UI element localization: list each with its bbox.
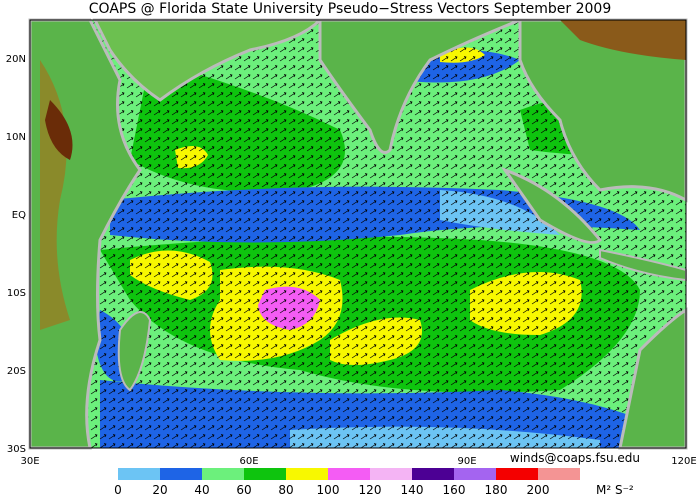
legend-swatch xyxy=(244,468,286,480)
legend-tick-label: 140 xyxy=(401,483,424,497)
legend-tick-label: 100 xyxy=(317,483,340,497)
lat-label: EQ xyxy=(12,210,26,221)
legend-tick-label: 80 xyxy=(278,483,293,497)
color-legend: 0 20 40 60 80 100 120 140 160 180 200 M² S⁻² xyxy=(114,468,634,497)
lat-label: 20S xyxy=(7,366,26,377)
legend-swatch xyxy=(202,468,244,480)
legend-tick-label: 60 xyxy=(236,483,251,497)
legend-swatch xyxy=(496,468,538,480)
credit: winds@coaps.fsu.edu xyxy=(510,451,640,465)
legend-tick-label: 180 xyxy=(485,483,508,497)
lon-label: 120E xyxy=(671,456,696,467)
lat-label: 10N xyxy=(6,132,26,143)
land-mountain xyxy=(45,100,73,160)
lat-label: 20N xyxy=(6,54,26,65)
map-frame xyxy=(29,19,687,449)
land-highland xyxy=(560,20,686,60)
legend-swatch xyxy=(454,468,496,480)
lat-label: 30S xyxy=(7,444,26,455)
legend-tick-label: 120 xyxy=(359,483,382,497)
map-plot xyxy=(28,18,688,450)
legend-tick-label: 160 xyxy=(443,483,466,497)
legend-unit: M² S⁻² xyxy=(596,483,634,497)
land-madagascar xyxy=(117,311,152,392)
legend-tick-label: 0 xyxy=(114,483,122,497)
legend-swatch xyxy=(370,468,412,480)
lon-label: 30E xyxy=(20,456,39,467)
legend-swatch xyxy=(412,468,454,480)
map-title: COAPS @ Florida State University Pseudo−… xyxy=(89,1,611,17)
legend-swatch xyxy=(160,468,202,480)
legend-tick-label: 40 xyxy=(194,483,209,497)
land-seasia xyxy=(518,18,688,203)
land-arabia xyxy=(92,18,324,102)
legend-tick-label: 20 xyxy=(152,483,167,497)
lon-label: 90E xyxy=(457,456,476,467)
lat-label: 10S xyxy=(7,288,26,299)
legend-swatch xyxy=(538,468,580,480)
legend-tick-label: 200 xyxy=(527,483,550,497)
lon-label: 60E xyxy=(239,456,258,467)
land-sumatra xyxy=(501,166,603,244)
legend-swatch xyxy=(286,468,328,480)
legend-swatch xyxy=(118,468,160,480)
legend-swatch xyxy=(328,468,370,480)
land-india xyxy=(318,18,521,154)
